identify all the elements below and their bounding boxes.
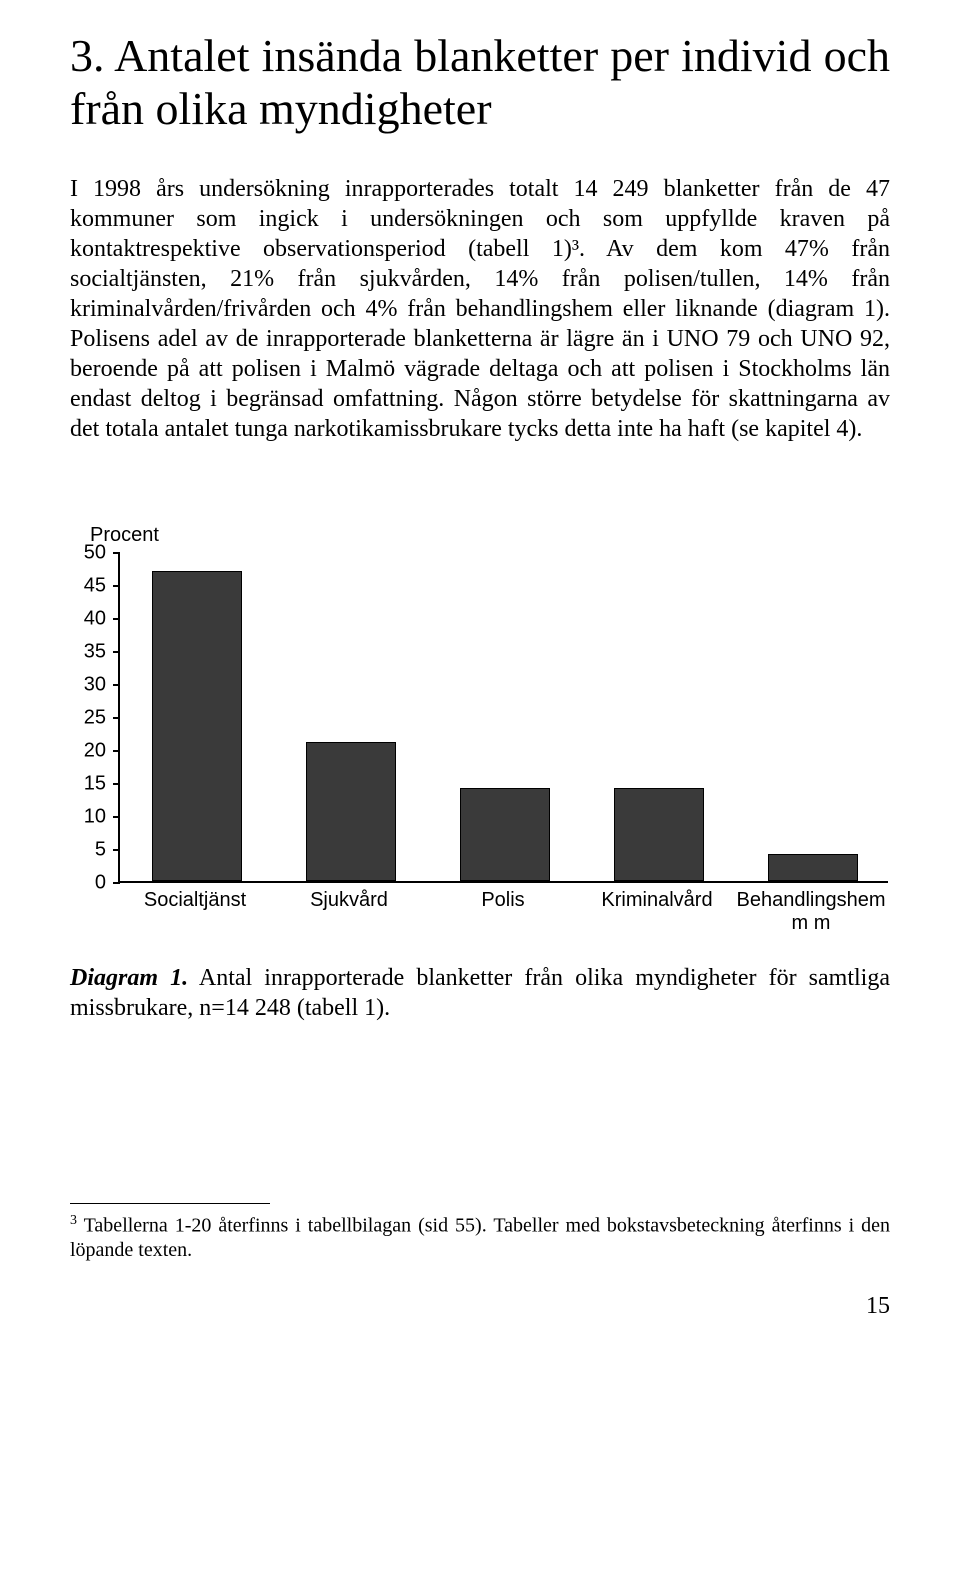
y-tick-label: 50 (84, 541, 106, 564)
y-tick (113, 618, 120, 620)
x-tick-label: Kriminalvård (601, 889, 712, 912)
bar (460, 788, 550, 880)
y-tick-label: 35 (84, 640, 106, 663)
y-tick (113, 882, 120, 884)
caption-label: Diagram 1. (70, 965, 188, 991)
footnote: 3 Tabellerna 1-20 återfinns i tabellbila… (70, 1212, 890, 1264)
body-paragraph: I 1998 års undersökning inrapporterades … (70, 174, 890, 444)
bar (614, 788, 704, 880)
y-tick-label: 30 (84, 673, 106, 696)
bar (768, 854, 858, 880)
y-tick (113, 585, 120, 587)
y-tick (113, 552, 120, 554)
x-tick-label: Polis (481, 889, 524, 912)
x-tick-label: Behandlingshemm m (731, 889, 891, 935)
y-tick (113, 849, 120, 851)
y-axis-title: Procent (90, 524, 890, 547)
footnote-text: Tabellerna 1-20 återfinns i tabellbilaga… (70, 1214, 890, 1261)
section-heading: 3. Antalet insända blanketter per indivi… (70, 30, 890, 136)
y-tick (113, 750, 120, 752)
y-tick-label: 20 (84, 739, 106, 762)
page-number: 15 (70, 1293, 890, 1320)
x-tick-label: Socialtjänst (144, 889, 246, 912)
y-tick-label: 10 (84, 805, 106, 828)
y-tick (113, 684, 120, 686)
y-axis-labels: 05101520253035404550 (70, 553, 110, 883)
footnote-marker: 3 (70, 1213, 77, 1228)
y-tick-label: 45 (84, 574, 106, 597)
chart-caption: Diagram 1. Antal inrapporterade blankett… (70, 963, 890, 1023)
y-tick-label: 40 (84, 607, 106, 630)
bar (152, 571, 242, 881)
y-tick-label: 0 (95, 871, 106, 894)
y-tick (113, 651, 120, 653)
bar (306, 742, 396, 881)
x-tick-label: Sjukvård (310, 889, 388, 912)
y-tick-label: 25 (84, 706, 106, 729)
y-tick (113, 816, 120, 818)
bar-chart: 05101520253035404550 SocialtjänstSjukvår… (70, 553, 890, 913)
y-tick-label: 15 (84, 772, 106, 795)
footnote-separator (70, 1203, 270, 1204)
y-tick (113, 783, 120, 785)
y-tick-label: 5 (95, 838, 106, 861)
caption-text: Antal inrapporterade blanketter från oli… (70, 965, 890, 1021)
plot-area (118, 553, 888, 883)
y-tick (113, 717, 120, 719)
chart-container: Procent 0 5 10 15 20 25 30 35 40 45 50 Socialtjäns… (70, 524, 890, 913)
